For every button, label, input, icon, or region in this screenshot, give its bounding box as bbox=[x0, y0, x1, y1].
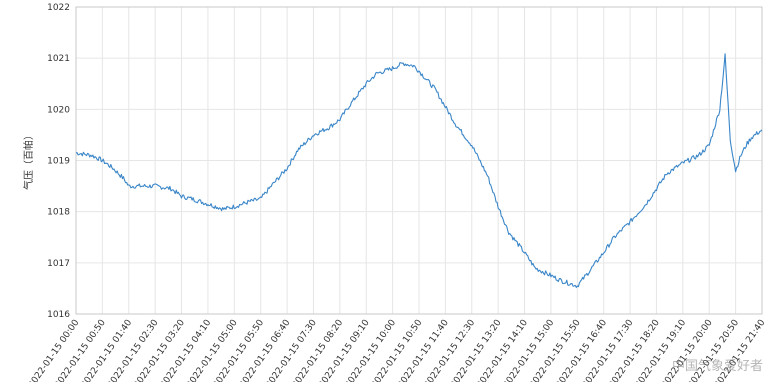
y-tick-label: 1019 bbox=[47, 157, 70, 167]
y-tick-label: 1018 bbox=[47, 208, 70, 218]
y-tick-label: 1022 bbox=[47, 3, 70, 13]
y-tick-label: 1016 bbox=[47, 310, 70, 320]
y-tick-label: 1021 bbox=[47, 54, 70, 64]
y-axis-label: 气压（百帕） bbox=[22, 130, 35, 190]
y-tick-label: 1020 bbox=[47, 105, 70, 115]
y-axis-ticks: 1016 1017 1018 1019 1020 1021 1022 bbox=[47, 3, 70, 320]
watermark-text: 中国气象爱好者 bbox=[672, 355, 763, 374]
grid-lines bbox=[76, 7, 762, 314]
y-tick-label: 1017 bbox=[47, 259, 70, 269]
